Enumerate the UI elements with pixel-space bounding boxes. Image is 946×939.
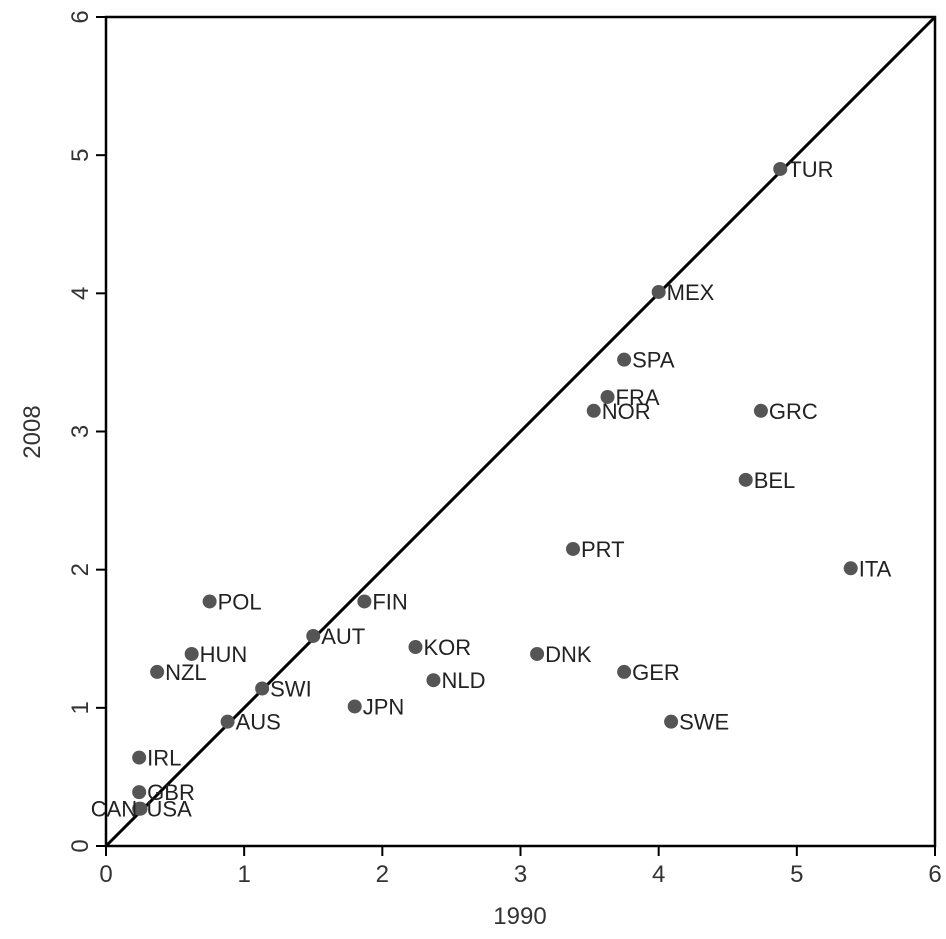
data-point-ita [843, 561, 858, 576]
point-label-dnk: DNK [545, 642, 592, 667]
point-label-fin: FIN [372, 589, 407, 614]
data-point-fin [357, 594, 372, 609]
point-label-spa: SPA [632, 348, 675, 373]
data-point-prt [566, 541, 581, 556]
data-point-pol [202, 594, 217, 609]
data-point-tur [773, 161, 788, 176]
data-point-spa [617, 352, 632, 367]
data-point-hun [184, 646, 199, 661]
data-point-fra [600, 389, 615, 404]
point-label-mex: MEX [667, 280, 715, 305]
x-tick-label: 0 [99, 861, 112, 888]
point-label-nor: NOR [602, 399, 651, 424]
x-tick-label: 1 [237, 861, 250, 888]
point-label-can: CAN [91, 797, 137, 822]
point-label-hun: HUN [200, 642, 248, 667]
point-label-swe: SWE [679, 710, 729, 735]
data-point-mex [651, 284, 666, 299]
data-point-bel [738, 472, 753, 487]
y-tick-label: 4 [67, 287, 94, 300]
x-tick-label: 3 [514, 861, 527, 888]
point-label-kor: KOR [423, 635, 471, 660]
data-point-jpn [347, 699, 362, 714]
x-tick-label: 2 [376, 861, 389, 888]
y-tick-label: 5 [67, 148, 94, 161]
data-point-dnk [530, 646, 545, 661]
data-point-usa [133, 801, 148, 816]
x-tick-label: 4 [652, 861, 665, 888]
y-axis-title: 2008 [19, 405, 46, 458]
point-label-grc: GRC [769, 399, 818, 424]
x-axis-title: 1990 [493, 903, 546, 930]
point-label-prt: PRT [581, 537, 625, 562]
data-point-grc [753, 403, 768, 418]
y-tick-label: 3 [67, 425, 94, 438]
point-label-ger: GER [632, 660, 680, 685]
point-label-ita: ITA [859, 556, 892, 581]
y-tick-label: 1 [67, 701, 94, 714]
y-tick-label: 0 [67, 839, 94, 852]
y-tick-label: 6 [67, 10, 94, 23]
point-label-nzl: NZL [165, 660, 207, 685]
data-point-nor [586, 403, 601, 418]
point-label-aus: AUS [236, 710, 281, 735]
point-label-swi: SWI [270, 676, 312, 701]
data-point-aus [220, 714, 235, 729]
data-point-gbr [132, 785, 147, 800]
point-label-bel: BEL [754, 468, 796, 493]
y-tick-label: 2 [67, 563, 94, 576]
data-point-ger [617, 664, 632, 679]
point-label-jpn: JPN [363, 694, 405, 719]
y-axis: 0 1 2 3 4 5 6 [67, 10, 106, 853]
data-point-irl [132, 750, 147, 765]
point-label-pol: POL [218, 589, 262, 614]
data-point-nzl [150, 664, 165, 679]
data-points [132, 161, 858, 816]
point-label-tur: TUR [788, 157, 833, 182]
data-point-swi [255, 681, 270, 696]
point-label-nld: NLD [441, 668, 485, 693]
data-point-nld [426, 673, 441, 688]
point-label-gbr: GBR [147, 780, 195, 805]
point-label-usa: USA [147, 797, 193, 822]
data-point-swe [664, 714, 679, 729]
point-label-aut: AUT [321, 624, 365, 649]
x-tick-label: 5 [790, 861, 803, 888]
x-tick-label: 6 [928, 861, 941, 888]
data-point-kor [408, 640, 423, 655]
reference-line [104, 15, 937, 848]
data-point-aut [306, 628, 321, 643]
point-label-irl: IRL [147, 746, 181, 771]
point-label-fra: FRA [616, 385, 660, 410]
reference-line-group [104, 15, 937, 848]
x-axis: 0 1 2 3 4 5 6 [99, 846, 942, 888]
